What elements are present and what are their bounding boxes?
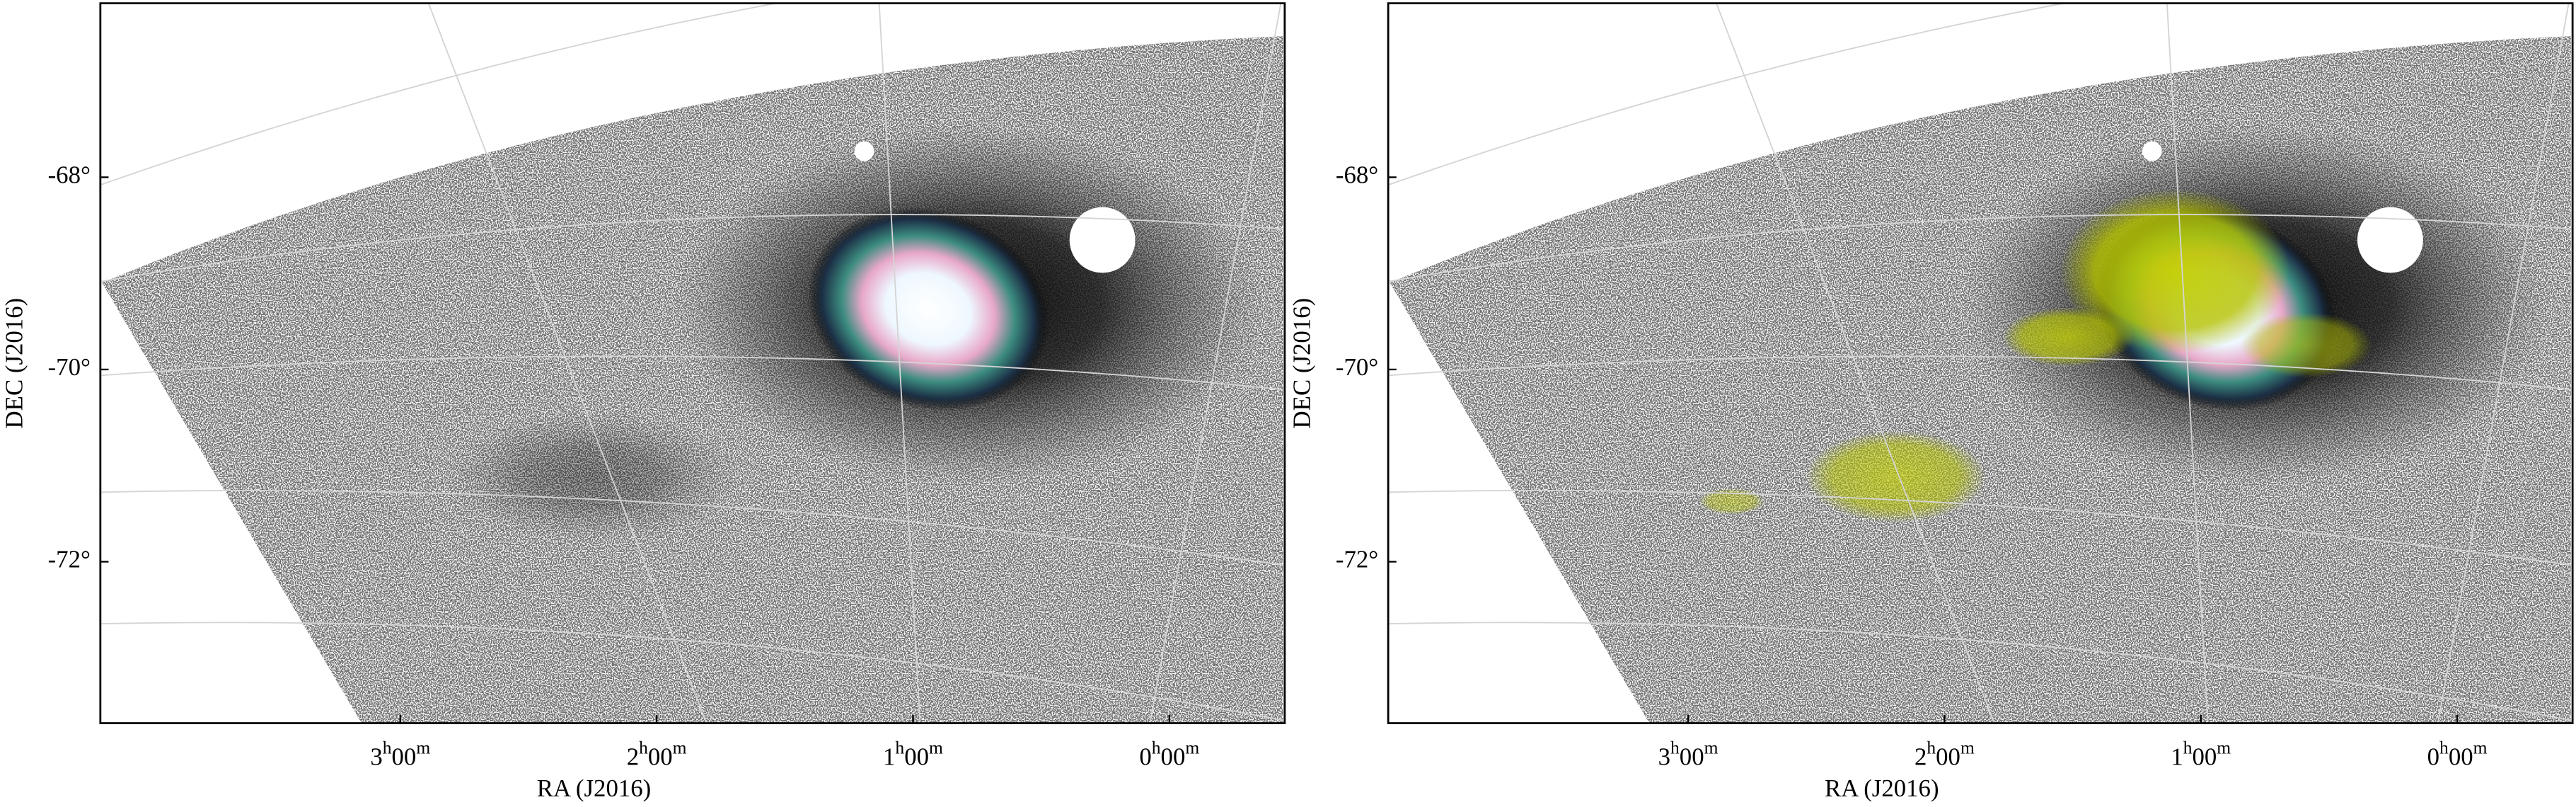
x-tick-label: 3h00m [370, 738, 430, 771]
x-tick-label: 3h00m [1658, 738, 1719, 771]
y-axis-label: DEC (J2016) [0, 298, 28, 429]
y-tick-label: -72° [1336, 545, 1378, 573]
sky-map [100, 3, 1285, 723]
y-tick-label: -68° [1336, 161, 1378, 188]
y-axis-label: DEC (J2016) [1288, 298, 1316, 429]
panel [1387, 2, 2574, 724]
sky-map [1388, 3, 2573, 723]
x-tick-label: 0h00m [1139, 738, 1199, 771]
x-tick-label: 0h00m [2427, 738, 2488, 771]
x-tick-label: 2h00m [1914, 738, 1975, 771]
x-tick-label: 2h00m [627, 738, 687, 771]
y-tick-label: -70° [48, 353, 91, 381]
panel [99, 2, 1286, 724]
x-axis-label: RA (J2016) [537, 774, 652, 802]
y-tick-label: -70° [1336, 353, 1378, 381]
x-tick-label: 1h00m [883, 738, 943, 771]
x-axis-label: RA (J2016) [1825, 774, 1939, 802]
y-tick-label: -68° [48, 161, 91, 188]
x-tick-label: 1h00m [2171, 738, 2231, 771]
y-tick-label: -72° [48, 545, 91, 573]
